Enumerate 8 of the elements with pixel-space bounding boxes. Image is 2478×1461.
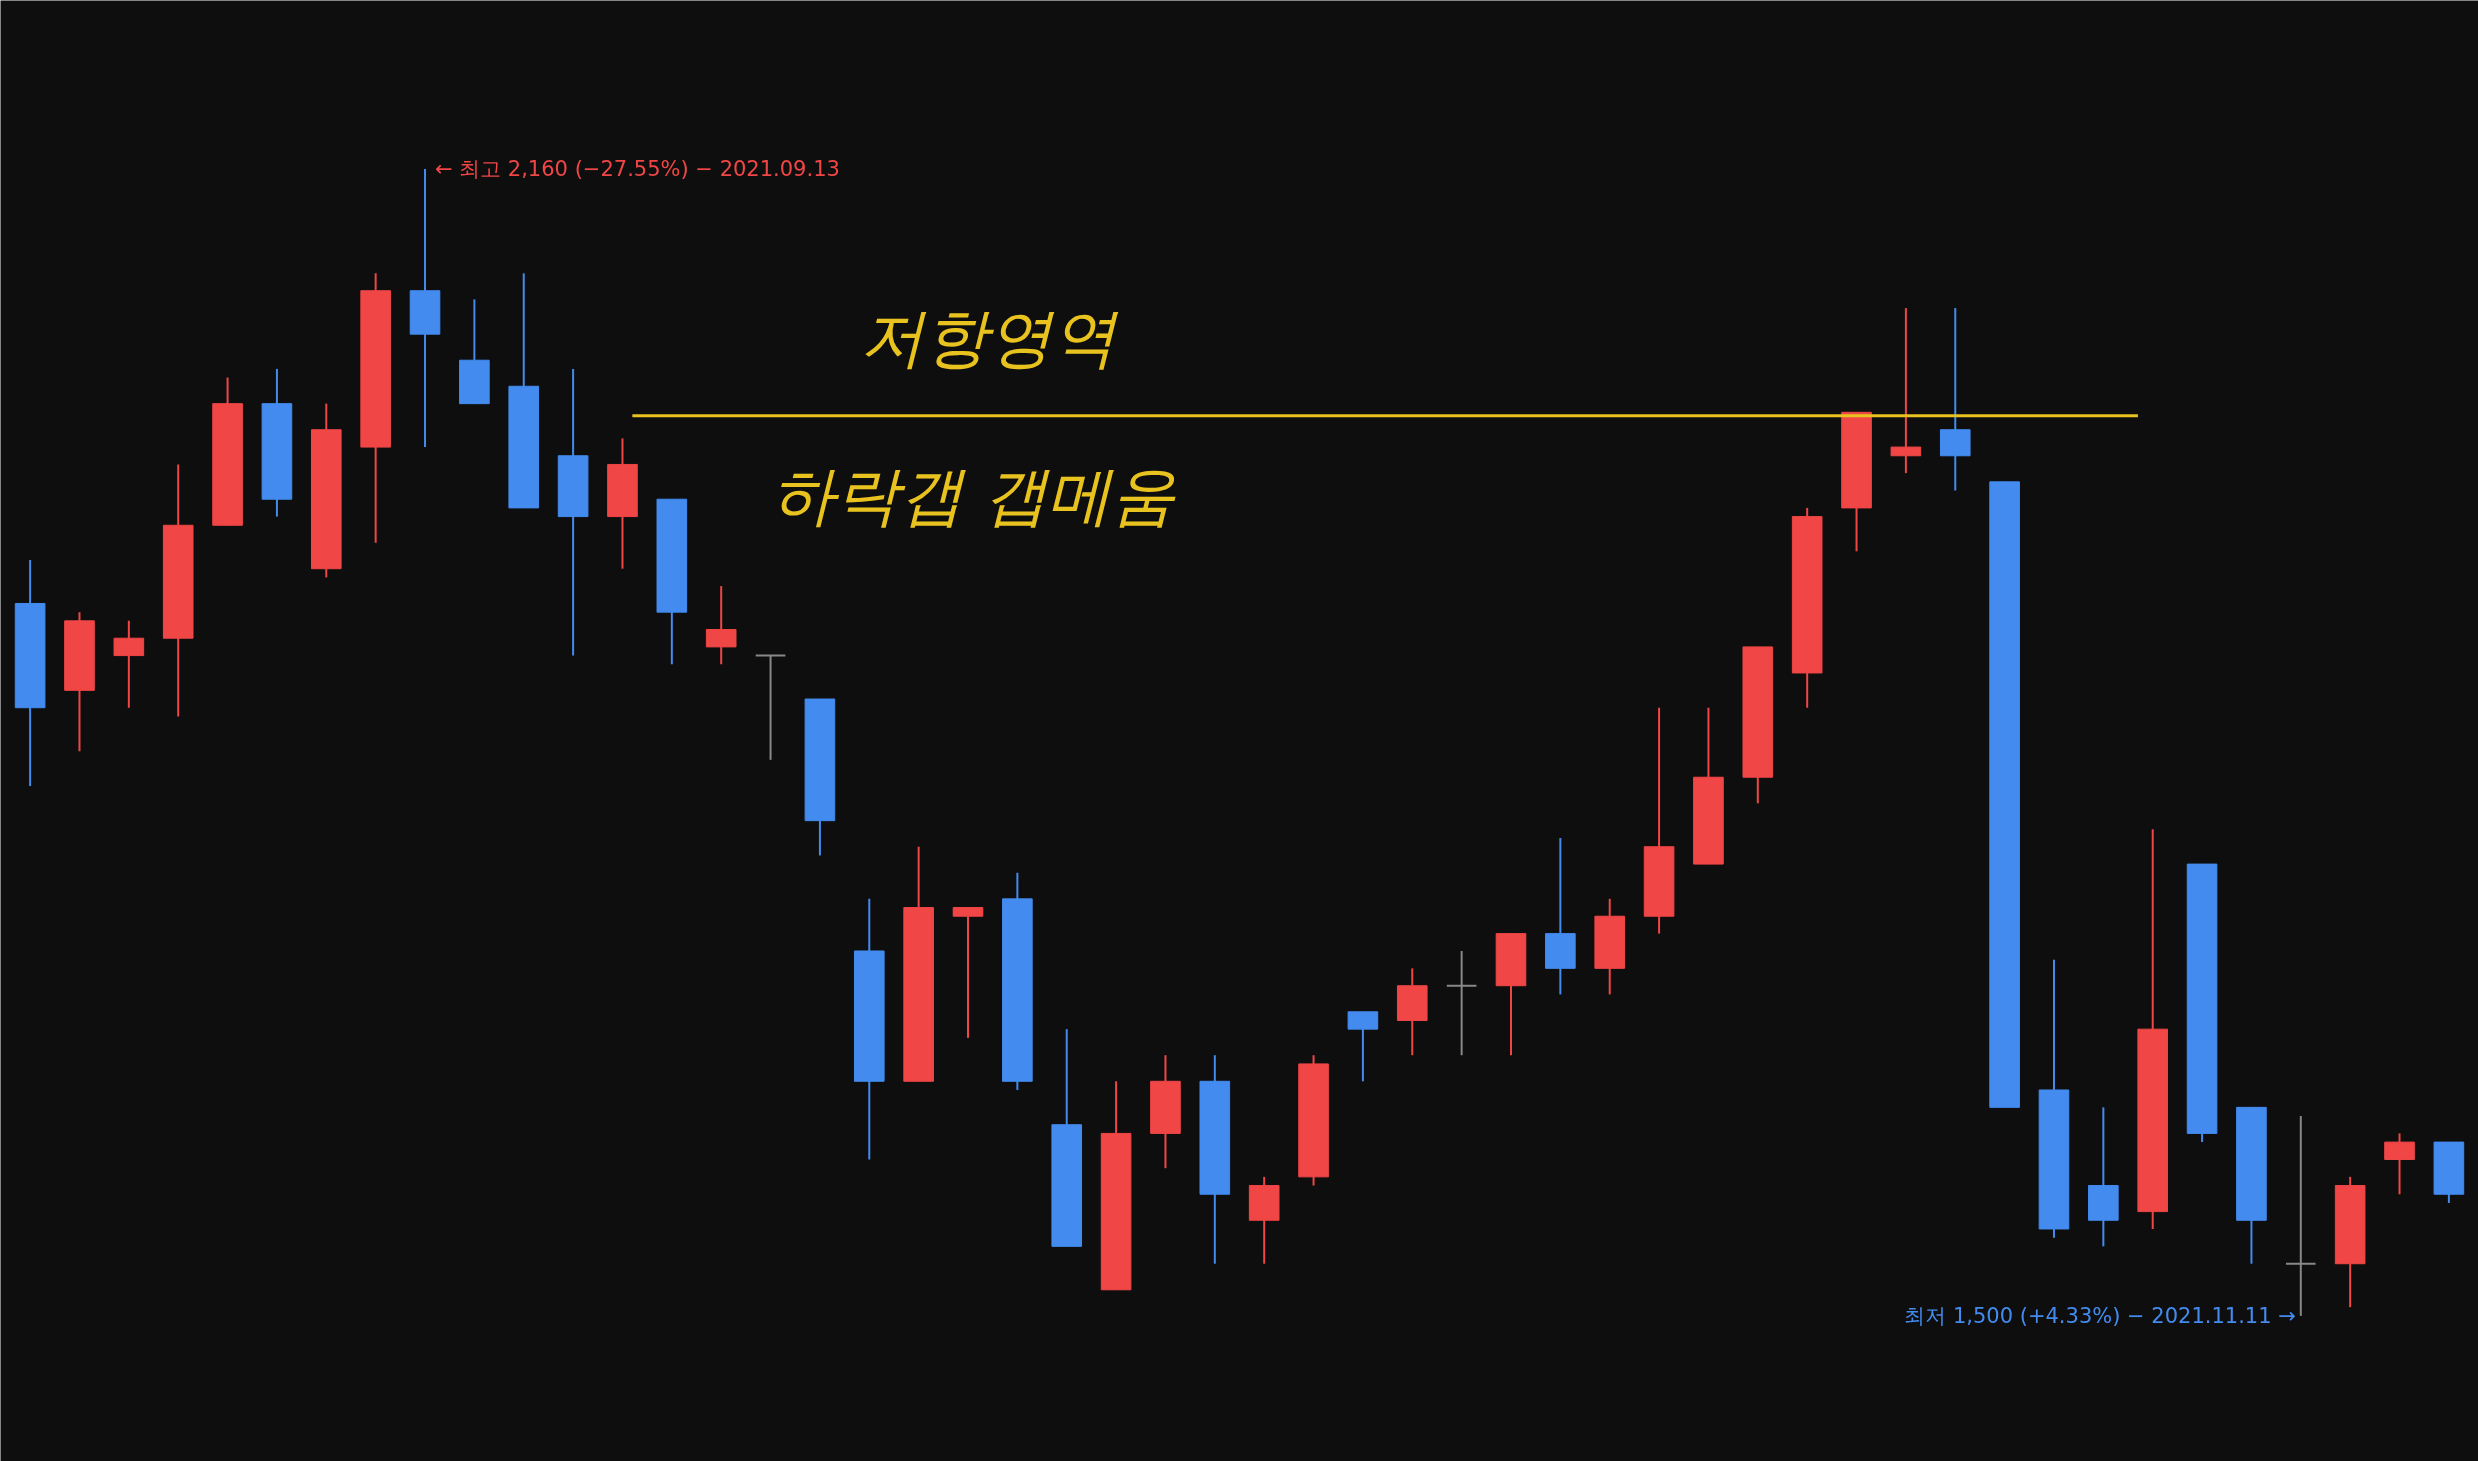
candlestick (1445, 949, 1478, 1057)
annotation: ← 최고 2,160 (−27.55%) − 2021.09.13 (434, 157, 840, 182)
annotation: 저항영역 (859, 300, 1119, 375)
candlestick (754, 654, 787, 761)
candlestick (952, 906, 984, 1039)
annotation: 하락갭 갭메움 (770, 458, 1177, 533)
candlestick (1890, 307, 1922, 475)
annotation: 최저 1,500 (+4.33%) − 2021.11.11 → (1904, 1303, 2296, 1328)
